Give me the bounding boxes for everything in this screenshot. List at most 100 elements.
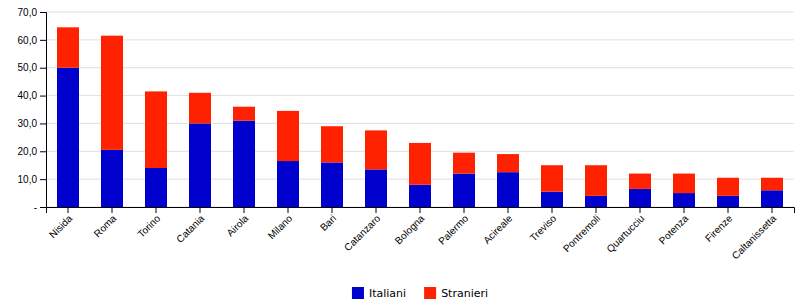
x-tick: Bari — [318, 207, 338, 233]
x-tick-label: Firenze — [703, 212, 735, 244]
bar — [277, 161, 299, 207]
x-tick: Nisida — [47, 207, 75, 240]
y-tick-label: 50,0 — [18, 62, 38, 73]
x-tick-label: Airola — [224, 212, 250, 238]
bar — [57, 27, 79, 67]
x-tick: Acireale — [481, 207, 515, 246]
x-axis: NisidaRomaTorinoCataniaAirolaMilanoBariC… — [47, 207, 795, 261]
y-tick: 20,0 — [18, 146, 46, 157]
y-tick-mark — [40, 96, 46, 97]
x-tick: Milano — [266, 207, 295, 241]
bar — [233, 121, 255, 207]
y-tick-mark — [40, 12, 46, 13]
bar — [717, 178, 739, 196]
y-tick-label: 60,0 — [18, 35, 38, 46]
bar — [365, 169, 387, 207]
x-tick-mark — [244, 207, 245, 213]
x-tick-mark — [68, 207, 69, 213]
x-tick-mark — [420, 207, 421, 213]
plot: - 10,0 20,0 30,0 40,0 50,0 60,0 70,0 Nisida Roma T… — [18, 7, 795, 262]
x-tick: Treviso — [528, 207, 559, 243]
x-tick: Roma — [92, 207, 119, 239]
y-tick: 70,0 — [18, 7, 46, 18]
bar — [453, 174, 475, 207]
bars — [57, 27, 783, 207]
x-tick-mark — [772, 207, 773, 213]
y-tick-mark — [40, 123, 46, 124]
legend-swatch — [352, 287, 364, 299]
legend-item: Stranieri — [424, 287, 488, 300]
series — [57, 68, 783, 207]
y-tick: 10,0 — [18, 174, 46, 185]
bar — [409, 185, 431, 207]
x-tick: Bologna — [393, 207, 427, 246]
bar — [541, 192, 563, 207]
grid-line — [46, 39, 794, 40]
x-tick: Pontremoli — [561, 207, 603, 254]
bar — [453, 153, 475, 174]
x-axis-line — [47, 208, 795, 214]
x-tick-mark — [596, 207, 597, 213]
y-tick-mark — [40, 40, 46, 41]
x-tick: Catanzaro — [342, 207, 383, 253]
grid — [46, 12, 794, 207]
bar — [233, 107, 255, 121]
legend-swatch — [424, 287, 436, 299]
x-tick: Caltanissetta — [730, 207, 779, 261]
bar — [321, 126, 343, 162]
y-tick-mark — [40, 68, 46, 69]
legend-label: Italiani — [369, 287, 406, 300]
x-tick-mark — [288, 207, 289, 213]
x-tick-label: Roma — [92, 212, 119, 239]
bar — [101, 150, 123, 207]
bar — [57, 68, 79, 207]
bar — [409, 143, 431, 185]
x-tick-mark — [640, 207, 641, 213]
bar — [673, 193, 695, 207]
x-tick-label: Quartucciu — [604, 213, 646, 255]
x-tick-mark — [684, 207, 685, 213]
x-tick-mark — [332, 207, 333, 213]
y-tick-label: 10,0 — [18, 174, 38, 185]
x-tick: Catania — [174, 207, 206, 245]
x-tick-label: Pontremoli — [561, 213, 603, 255]
y-tick-label: 30,0 — [18, 118, 38, 129]
x-tick: Potenza — [657, 207, 691, 246]
bar — [761, 178, 783, 191]
y-tick-label: 40,0 — [18, 90, 38, 101]
x-tick-label: Milano — [266, 212, 295, 241]
x-tick-mark — [728, 207, 729, 213]
x-tick-mark — [376, 207, 377, 213]
bar — [585, 196, 607, 207]
x-tick-label: Palermo — [436, 212, 470, 246]
grid-line — [46, 67, 794, 68]
legend-item: Italiani — [352, 287, 406, 300]
bar — [277, 111, 299, 161]
y-tick-label: 20,0 — [18, 146, 38, 157]
bar — [629, 189, 651, 207]
bar — [101, 36, 123, 150]
y-axis: - 10,0 20,0 30,0 40,0 50,0 60,0 70,0 — [18, 7, 47, 213]
y-tick-mark — [40, 179, 46, 180]
legend-label: Stranieri — [441, 287, 488, 300]
y-tick: 30,0 — [18, 118, 46, 129]
bar — [189, 93, 211, 124]
y-tick: - — [34, 202, 46, 213]
x-tick-label: Catania — [174, 212, 206, 244]
y-tick: 40,0 — [18, 90, 46, 101]
x-tick-mark — [552, 207, 553, 213]
x-tick-label: Caltanissetta — [730, 212, 779, 261]
bar — [541, 165, 563, 191]
x-tick: Firenze — [703, 207, 735, 244]
x-tick-mark — [156, 207, 157, 213]
x-tick-label: Bari — [318, 213, 338, 233]
bar — [497, 172, 519, 207]
y-axis-line — [40, 13, 47, 208]
x-tick-label: Catanzaro — [342, 212, 383, 253]
x-tick: Torino — [135, 207, 162, 240]
grid-line — [46, 12, 794, 13]
x-tick-label: Bologna — [393, 212, 427, 246]
x-tick-label: Treviso — [528, 212, 559, 243]
x-tick-mark — [112, 207, 113, 213]
bar — [673, 174, 695, 194]
